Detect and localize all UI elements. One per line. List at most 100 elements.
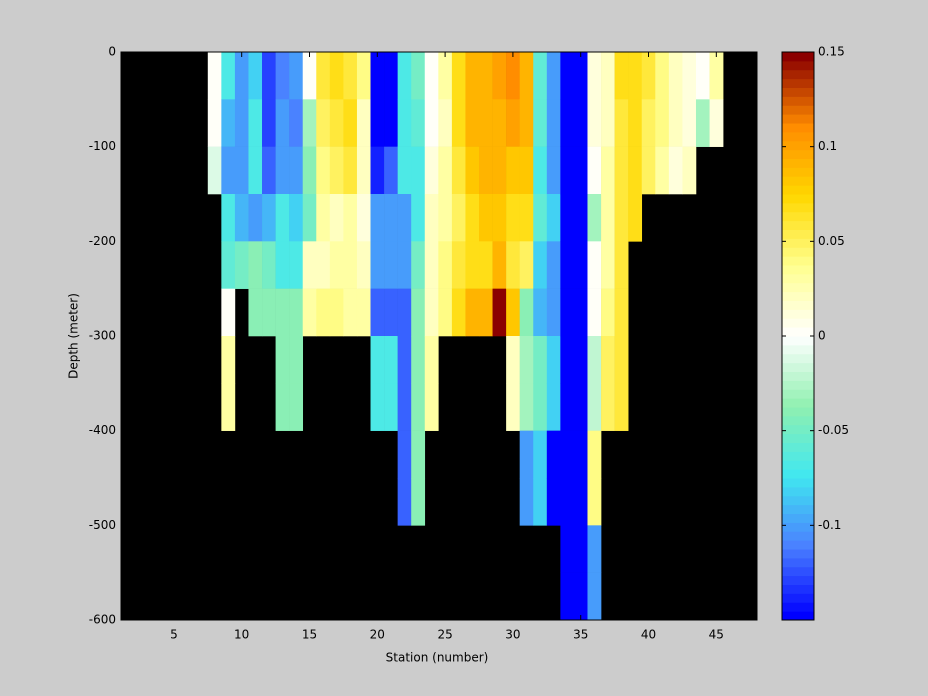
heat-cell [234,194,249,242]
colorbar-swatch [782,522,814,532]
colorbar-swatch [782,407,814,417]
heat-cell [302,194,317,242]
heat-cell [316,194,331,242]
heat-cell [519,146,534,195]
heat-cell [587,478,602,526]
heat-cell [424,99,439,147]
heat-cell [384,288,398,337]
heat-cell [316,146,331,195]
heat-cell [234,241,249,289]
colorbar-swatch [782,398,814,408]
heat-cell [356,52,371,100]
heat-cell [709,52,724,100]
heat-cell [614,99,629,147]
x-tick-label: 30 [505,628,520,642]
heat-cell [587,336,602,384]
heat-cell [546,288,561,337]
colorbar-swatch [782,273,814,284]
heat-cell [573,383,588,431]
heat-cell [411,336,426,384]
colorbar-swatch [782,158,814,168]
heat-cell [248,241,263,289]
heat-cell [248,146,263,195]
heat-cell [262,52,276,100]
heat-cell [424,241,439,289]
colorbar-swatch [782,96,814,106]
heat-cell [573,146,588,195]
heat-cell [519,336,534,384]
heat-cell [465,241,480,289]
heat-cell [397,430,412,479]
heat-cell [573,52,588,100]
heat-cell [221,241,236,289]
heat-cell [221,288,236,337]
heat-cell [451,288,466,337]
heat-cell [451,194,466,242]
colorbar-swatch [782,353,814,364]
heat-cell [221,146,236,195]
heat-cell [695,99,710,147]
colorbar-swatch [782,78,814,88]
colorbar-swatch [782,451,814,461]
heat-cell [411,146,426,195]
heat-cell [384,383,398,431]
heat-cell [262,146,276,195]
heat-cell [519,99,534,147]
colorbar-tick-label: 0 [818,329,826,343]
colorbar-swatch [782,202,814,213]
heat-cell [479,241,493,289]
colorbar-swatch [782,362,814,372]
heat-cell [587,383,602,431]
heat-cell [411,52,426,100]
heat-cell [601,194,615,242]
heat-cell [628,52,643,100]
colorbar-tick-label: 0.05 [818,234,845,248]
heat-cell [343,288,358,337]
heat-cell [492,194,507,242]
colorbar-swatch [782,167,814,177]
heat-cell [356,241,371,289]
colorbar-swatch [782,87,814,97]
heat-cell [343,241,358,289]
heat-cell [302,241,317,289]
colorbar-swatch [782,194,814,204]
heat-cell [329,99,344,147]
y-tick-label: -100 [89,139,116,153]
heat-cell [343,194,358,242]
heat-cell [573,288,588,337]
heat-cell [424,336,439,384]
heat-cell [370,383,385,431]
heat-cell [356,288,371,337]
heat-cell [275,146,290,195]
colorbar-swatch [782,247,814,257]
y-tick-label: -200 [89,234,116,248]
heat-cell [207,99,222,147]
heat-cell [343,52,358,100]
heat-cell [289,288,304,337]
heat-cell [614,194,629,242]
heat-cell [316,288,331,337]
colorbar-swatch [782,424,814,435]
colorbar-swatch [782,149,814,159]
heat-cell [275,241,290,289]
heat-cell [628,194,643,242]
heat-cell [573,525,588,573]
heat-cell [587,572,602,621]
heat-cell [397,194,412,242]
colorbar-swatch [782,460,814,470]
heat-cell [370,194,385,242]
heat-cell [641,146,656,195]
heat-cell [221,52,236,100]
colorbar-swatch [782,344,814,355]
heat-cell [601,99,615,147]
heat-cell [506,383,520,431]
heat-cell [397,383,412,431]
heat-cell [302,52,317,100]
heat-cell [560,383,575,431]
heat-cell [614,336,629,384]
x-axis-label: Station (number) [386,651,489,665]
heat-cell [682,52,697,100]
y-tick-label: -300 [89,329,116,343]
heat-cell [587,525,602,573]
heat-cell [519,430,534,479]
